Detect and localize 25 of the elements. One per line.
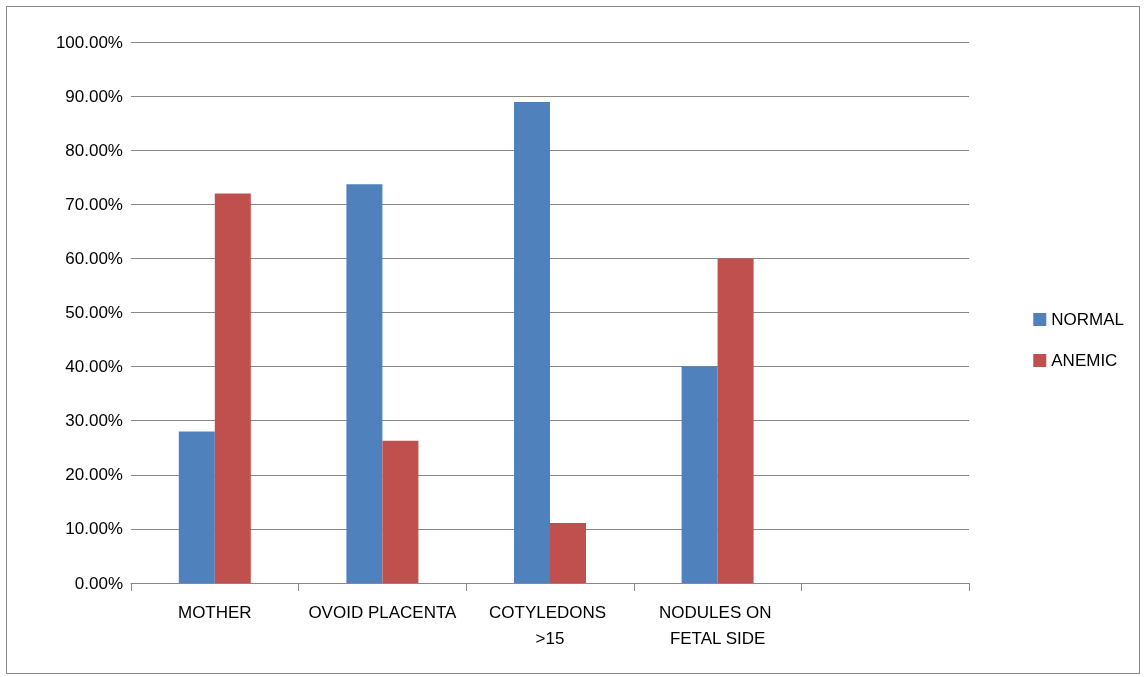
y-tick-label: 80.00% xyxy=(65,140,123,160)
bar xyxy=(717,258,754,583)
y-tick-label: 0.00% xyxy=(74,573,123,593)
y-tick-label: 60.00% xyxy=(65,248,123,268)
y-tick-label: 30.00% xyxy=(65,411,123,431)
bar xyxy=(382,440,419,583)
x-tick-label: MOTHER xyxy=(177,602,252,622)
y-tick-label: 100.00% xyxy=(55,32,123,52)
legend-label: NORMAL xyxy=(1051,310,1124,329)
bar xyxy=(346,184,383,583)
bar xyxy=(214,193,251,583)
y-tick-label: 90.00% xyxy=(65,86,123,106)
bar xyxy=(178,431,215,583)
bar xyxy=(550,522,586,583)
x-tick-label: COTYLEDONS >15 xyxy=(489,602,611,648)
y-tick-label: 20.00% xyxy=(65,465,123,485)
bar xyxy=(681,366,718,583)
y-tick-label: 10.00% xyxy=(65,519,123,539)
y-tick-label: 40.00% xyxy=(65,357,123,377)
bar xyxy=(514,102,550,583)
y-tick-label: 70.00% xyxy=(65,194,123,214)
x-tick-label: OVOID PLACENTA xyxy=(308,602,458,622)
legend-label: ANEMIC xyxy=(1051,351,1118,370)
x-tick-label: NODULES ON FETAL SIDE xyxy=(659,602,777,648)
y-tick-label: 50.00% xyxy=(65,303,123,322)
